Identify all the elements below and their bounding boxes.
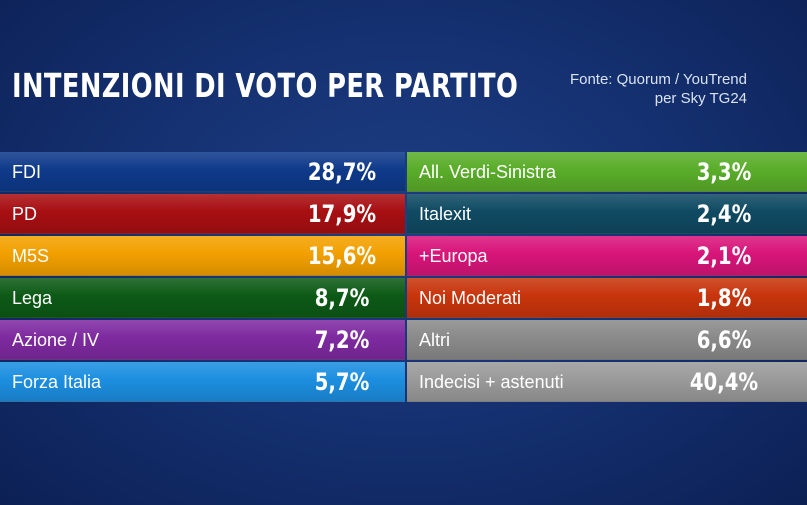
party-row: M5S 15,6% [0, 236, 405, 276]
party-name: Indecisi + astenuti [419, 372, 564, 392]
source-line-2: per Sky TG24 [654, 90, 747, 107]
party-name: FDI [12, 162, 41, 182]
party-name: Noi Moderati [419, 288, 522, 308]
party-row: Lega 8,7% [0, 278, 405, 318]
party-value: 5,7% [314, 368, 370, 396]
party-row: +Europa 2,1% [407, 236, 807, 276]
source-note: Fonte: Quorum / YouTrend per Sky TG24 [570, 70, 747, 108]
party-value: 7,2% [314, 326, 370, 354]
party-name: Lega [12, 288, 53, 308]
party-value: 2,1% [696, 242, 752, 270]
party-row: Forza Italia 5,7% [0, 362, 405, 402]
party-value: 40,4% [689, 368, 759, 396]
party-row: Altri 6,6% [407, 320, 807, 360]
party-name: M5S [12, 246, 50, 266]
results-table: FDI 28,7% PD 17,9% M5S 15,6% Lega 8,7% Azione / … [0, 152, 807, 407]
party-value: 15,6% [307, 242, 377, 270]
party-row: FDI 28,7% [0, 152, 405, 192]
party-value: 3,3% [696, 158, 752, 186]
party-name: +Europa [419, 246, 488, 266]
party-row: Indecisi + astenuti 40,4% [407, 362, 807, 402]
source-line-1: Fonte: Quorum / YouTrend [569, 71, 747, 88]
chart-title: INTENZIONI DI VOTO PER PARTITO [12, 66, 519, 105]
party-value: 6,6% [696, 326, 752, 354]
party-name: All. Verdi-Sinistra [419, 162, 557, 182]
party-value: 17,9% [307, 200, 377, 228]
party-row: Azione / IV 7,2% [0, 320, 405, 360]
party-value: 8,7% [314, 284, 370, 312]
party-value: 2,4% [696, 200, 752, 228]
party-row: PD 17,9% [0, 194, 405, 234]
party-name: Altri [419, 330, 450, 350]
party-name: Forza Italia [12, 372, 102, 392]
party-row: All. Verdi-Sinistra 3,3% [407, 152, 807, 192]
party-name: Italexit [419, 204, 472, 224]
party-name: PD [12, 204, 38, 224]
party-row: Noi Moderati 1,8% [407, 278, 807, 318]
party-row: Italexit 2,4% [407, 194, 807, 234]
party-value: 28,7% [307, 158, 377, 186]
party-name: Azione / IV [12, 330, 100, 350]
party-value: 1,8% [696, 284, 752, 312]
